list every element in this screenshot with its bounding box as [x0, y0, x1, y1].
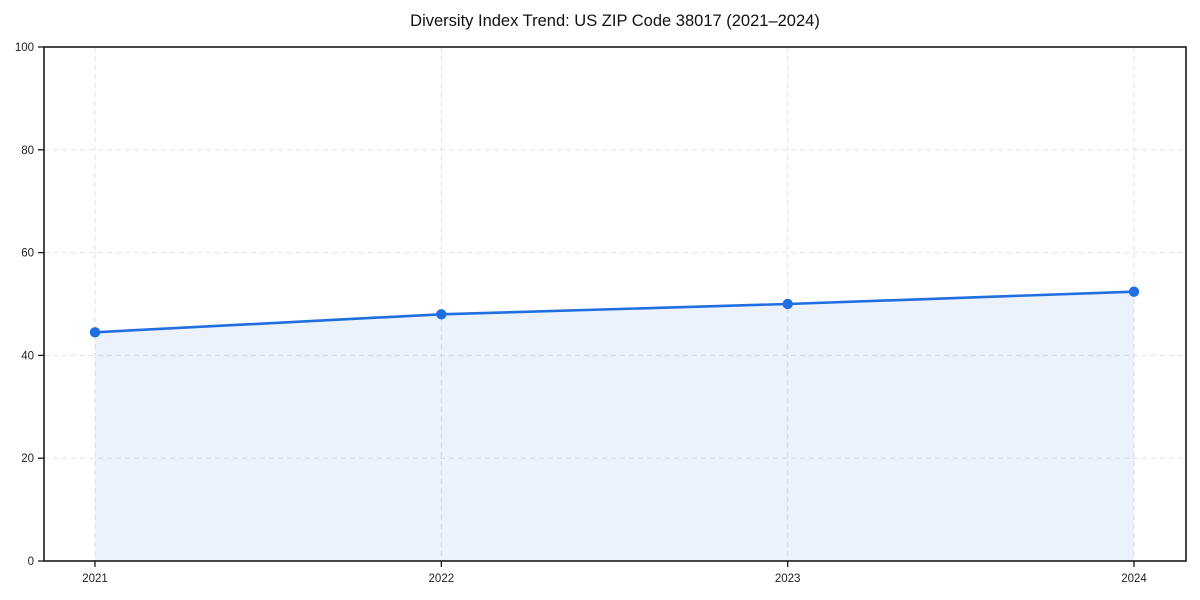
x-tick-label: 2024 — [1121, 573, 1147, 585]
area-fill — [95, 291, 1134, 561]
data-point-marker — [89, 327, 101, 338]
data-point-marker — [782, 298, 793, 310]
data-point-marker — [436, 309, 447, 320]
plot-frame — [43, 46, 1187, 562]
trend-line — [93, 290, 1136, 334]
y-tick-label: 20 — [21, 453, 34, 465]
x-tick-label: 2022 — [429, 573, 455, 585]
x-tick-label: 2021 — [82, 573, 108, 585]
y-tick-label: 100 — [15, 42, 34, 54]
chart-title: Diversity Index Trend: US ZIP Code 38017… — [410, 12, 820, 30]
data-point-marker — [1128, 286, 1140, 297]
x-tick-label: 2023 — [775, 573, 801, 585]
y-tick-label: 0 — [28, 556, 34, 568]
y-tick-label: 40 — [21, 350, 34, 362]
y-tick-label: 80 — [21, 145, 34, 157]
y-tick-label: 60 — [21, 248, 34, 260]
